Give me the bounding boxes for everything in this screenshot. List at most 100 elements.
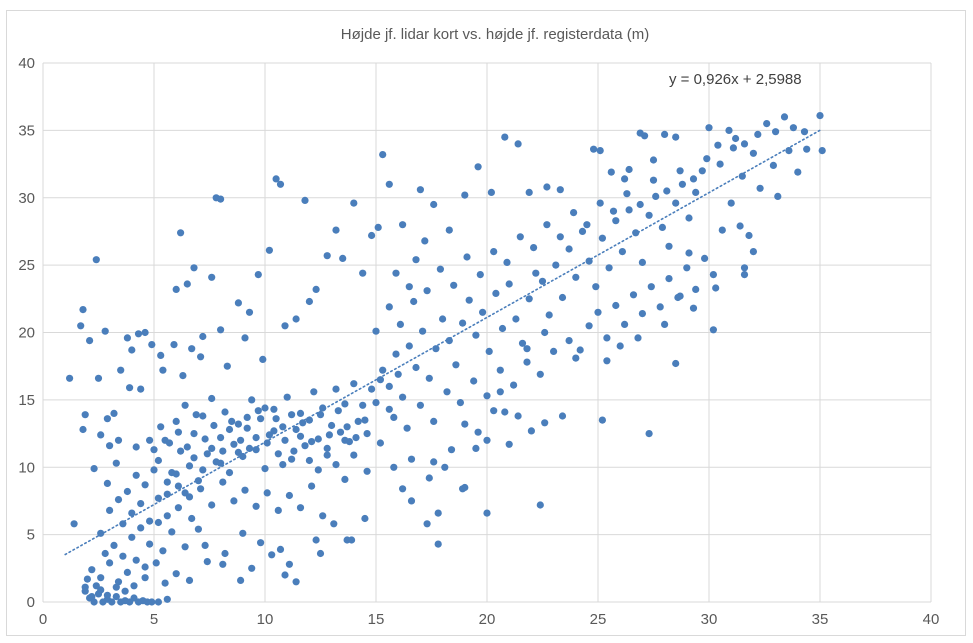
data-point (252, 446, 260, 454)
data-point (565, 245, 573, 253)
data-point (703, 155, 711, 163)
data-point (70, 520, 78, 528)
data-point (119, 520, 127, 528)
data-point (77, 322, 85, 330)
data-point (496, 366, 504, 374)
data-point (79, 425, 87, 434)
data-point (190, 430, 198, 438)
data-point (361, 416, 369, 424)
data-point (146, 436, 154, 444)
data-point (248, 564, 256, 572)
data-point (270, 427, 278, 435)
data-point (452, 361, 460, 369)
data-point (103, 591, 111, 599)
data-point (425, 374, 433, 382)
data-point (228, 417, 236, 425)
y-tick-label: 40 (18, 55, 35, 72)
data-point (501, 408, 509, 416)
data-point (678, 180, 687, 188)
data-point (641, 132, 649, 140)
data-point (592, 283, 600, 291)
data-point (243, 424, 251, 432)
data-point (541, 419, 549, 427)
trendline-equation: y = 0,926x + 2,5988 (669, 71, 802, 88)
data-point (352, 434, 360, 442)
data-point (461, 191, 469, 199)
data-point (252, 502, 260, 510)
data-point (598, 234, 607, 242)
data-point (578, 227, 587, 235)
data-point (97, 586, 105, 594)
data-point (154, 598, 162, 606)
data-point (465, 296, 473, 304)
data-point (514, 412, 522, 420)
data-point (305, 297, 313, 306)
data-point (225, 469, 234, 477)
data-point (237, 436, 245, 444)
data-point (217, 434, 225, 442)
data-point (816, 112, 824, 120)
data-point (745, 231, 753, 240)
data-point (137, 500, 145, 508)
data-point (210, 421, 218, 430)
data-point (130, 582, 138, 590)
data-point (780, 113, 789, 121)
data-point (312, 285, 320, 293)
data-point (88, 593, 96, 601)
data-point (325, 431, 333, 439)
data-point (163, 478, 171, 486)
x-tick-label: 15 (368, 611, 385, 628)
data-point (254, 271, 262, 279)
data-point (328, 421, 336, 430)
data-point (510, 381, 518, 389)
data-point (274, 450, 282, 458)
data-point (234, 420, 242, 428)
y-tick-label: 0 (27, 594, 35, 611)
y-tick-label: 10 (18, 459, 35, 476)
data-point (407, 497, 416, 505)
data-point (740, 271, 749, 279)
x-tick-label: 40 (923, 611, 940, 628)
data-point (618, 248, 627, 256)
data-point (412, 256, 420, 264)
data-point (174, 504, 182, 512)
data-point (514, 140, 522, 148)
data-point (245, 308, 254, 316)
data-point (343, 423, 351, 431)
data-point (576, 346, 584, 354)
scatter-chart: Højde jf. lidar kort vs. højde jf. regis… (18, 26, 940, 628)
data-point (314, 466, 322, 474)
data-point (498, 324, 507, 333)
data-point (416, 186, 424, 194)
data-point (208, 394, 216, 403)
data-point (199, 466, 207, 474)
data-point (629, 291, 638, 299)
data-point (423, 287, 431, 295)
y-tick-label: 25 (18, 257, 35, 274)
data-point (332, 461, 340, 469)
data-point (712, 284, 720, 292)
data-point (363, 467, 371, 475)
data-point (676, 292, 684, 300)
data-point (110, 409, 118, 417)
data-point (310, 388, 318, 396)
data-point (183, 280, 191, 288)
data-point (254, 407, 262, 415)
data-point (161, 579, 169, 587)
data-point (225, 425, 234, 434)
data-point (501, 133, 509, 141)
data-point (483, 509, 491, 517)
data-point (305, 416, 313, 424)
data-point (285, 560, 293, 568)
data-point (103, 415, 111, 423)
data-point (281, 436, 289, 444)
data-point (665, 242, 673, 250)
data-point (181, 543, 189, 551)
data-point (197, 485, 205, 493)
x-tick-label: 20 (479, 611, 496, 628)
data-point (474, 428, 482, 436)
data-point (106, 442, 114, 450)
data-point (399, 393, 407, 401)
data-point (727, 199, 735, 207)
data-point (738, 172, 746, 180)
